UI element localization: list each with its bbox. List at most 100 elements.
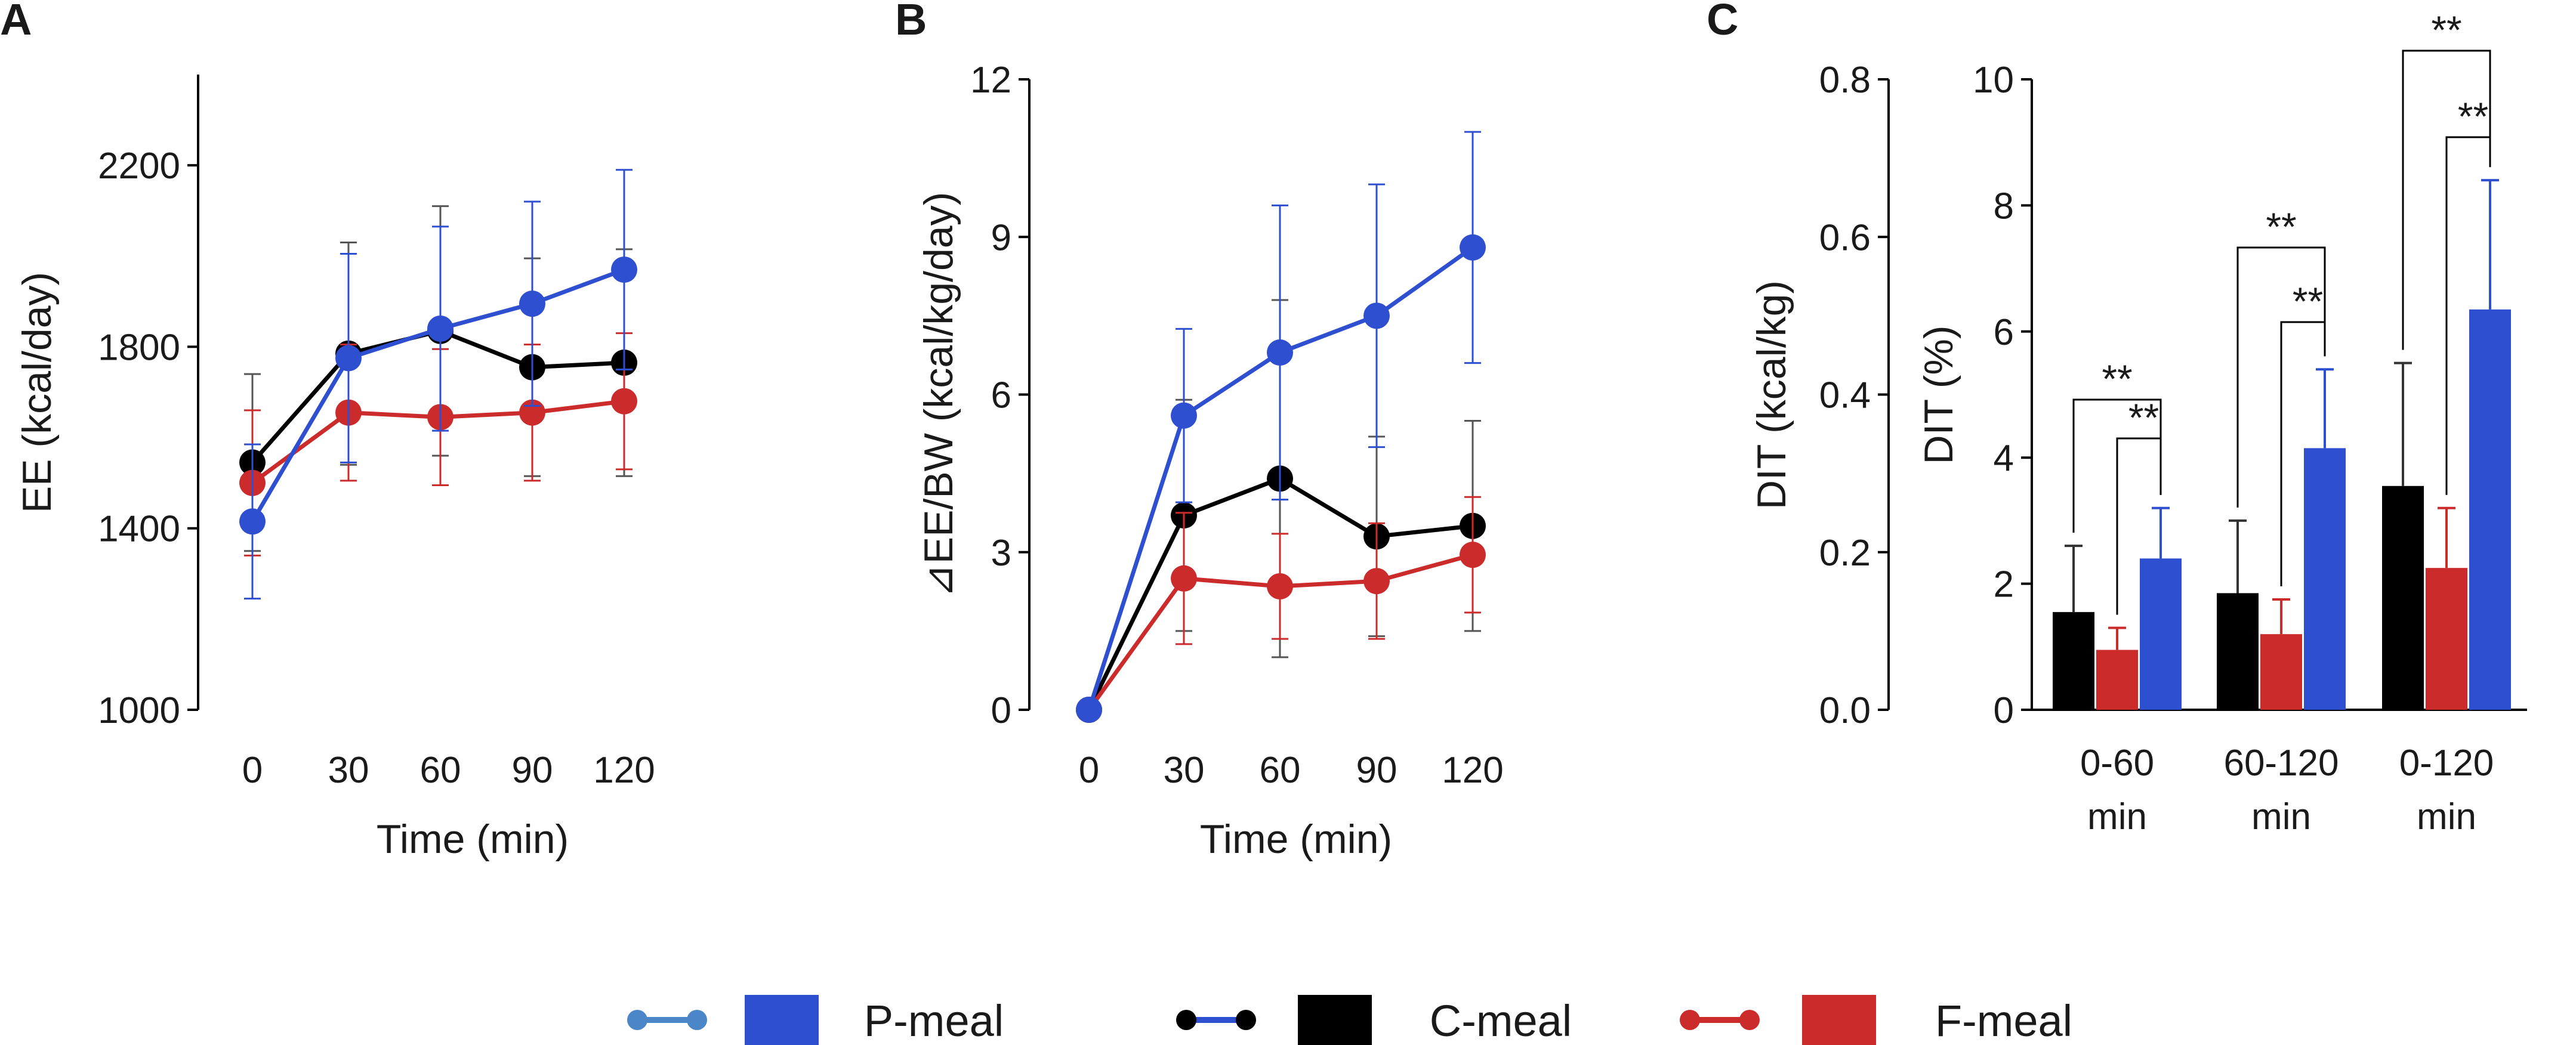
- legend-swatch-p-meal: [745, 995, 819, 1045]
- panel-c-sig-label-3: **: [2293, 279, 2323, 323]
- legend-swatch-c-meal: [1298, 995, 1372, 1045]
- panel-b-y-title: ⊿EE/BW (kcal/kg/day): [916, 192, 961, 598]
- panel-b-p-meal-point-3: [1363, 302, 1390, 329]
- legend-marker-f-meal-left: [1680, 1010, 1700, 1030]
- legend-item-p-meal: P-meal: [627, 995, 1004, 1045]
- panel-c-left-y-title: DIT (kcal/kg): [1749, 280, 1794, 509]
- panel-c-sig-bracket-3: [2280, 321, 2326, 587]
- panel-c-x-tick-label-2: 0-120: [2399, 743, 2494, 784]
- panel-c-sig-bracket-5: [2445, 136, 2491, 495]
- panel-b-f-meal-point-4: [1460, 542, 1486, 568]
- panel-b-y-tick-label-3: 9: [991, 217, 1011, 258]
- panel-c-f-meal-bar-2: [2426, 568, 2467, 710]
- panel-c-left-y-tick-label-4: 0.8: [1819, 60, 1871, 101]
- panel-c-x-tick-unit-1: min: [2251, 796, 2311, 837]
- panel-c-f-meal-bar-0: [2096, 650, 2138, 710]
- panel-c-c-meal-bar-0: [2053, 612, 2094, 710]
- legend-item-f-meal: F-meal: [1680, 995, 2072, 1045]
- legend-marker-p-meal-right: [687, 1010, 707, 1030]
- panel-a-y-tick-label-2: 1800: [98, 327, 180, 368]
- legend-label-f-meal: F-meal: [1935, 996, 2072, 1045]
- panel-c-left-y-tick-label-3: 0.6: [1819, 217, 1871, 258]
- panel-a-p-meal-point-1: [335, 345, 362, 372]
- panel-a-x-tick-label-0: 0: [242, 750, 263, 791]
- panel-c-right-y-tick-label-4: 8: [1994, 185, 2014, 227]
- panel-c-x-tick-unit-2: min: [2417, 796, 2476, 837]
- panel-a-x-title: Time (min): [377, 817, 569, 862]
- panel-a-x-tick-label-1: 30: [328, 750, 369, 791]
- panel-c-plot-area: 0.0 0.2 0.4 0.6 0.8 0 2 4 6 8 10 0-60 min 60-120 min 0-…: [1819, 8, 2511, 837]
- panel-b-x-tick-label-1: 30: [1164, 750, 1205, 791]
- panel-a-x-tick-label-3: 90: [512, 750, 553, 791]
- panel-a-x-tick-label-2: 60: [420, 750, 461, 791]
- panel-c-p-meal-bar-2: [2469, 309, 2511, 710]
- panel-c-p-meal-bar-0: [2140, 558, 2182, 710]
- panel-b-x-tick-label-2: 60: [1260, 750, 1301, 791]
- panel-a-letter: A: [0, 0, 32, 44]
- panel-c-right-y-tick-label-0: 0: [1994, 690, 2014, 731]
- panel-b-p-meal-point-2: [1267, 339, 1293, 366]
- panel-b-x-tick-label-4: 120: [1442, 750, 1503, 791]
- panel-c-sig-label-1: **: [2128, 395, 2159, 440]
- panel-b-x-tick-label-3: 90: [1356, 750, 1397, 791]
- panel-a-y-tick-label-0: 1000: [98, 690, 180, 731]
- panel-c-right-y-tick-label-5: 10: [1973, 60, 2014, 101]
- panel-c-sig-bracket-2: [2236, 246, 2326, 508]
- legend: P-meal C-meal F-meal: [627, 995, 2072, 1045]
- panel-b-p-meal-point-4: [1460, 234, 1486, 261]
- panel-a-plot-area: 1000 1400 1800 2200 0 30 60 90 120: [98, 146, 655, 791]
- panel-a-p-meal-line: [250, 267, 625, 523]
- panel-c-left-y-tick-label-2: 0.4: [1819, 375, 1871, 416]
- panel-a-line-chart: A EE (kcal/day) Time (min) 1000 1400 1800 2…: [0, 0, 655, 862]
- legend-marker-p-meal-left: [627, 1010, 647, 1030]
- panel-c-c-meal-bar-2: [2382, 486, 2424, 710]
- panel-c-right-y-tick-label-3: 6: [1994, 312, 2014, 353]
- panel-b-f-meal-point-2: [1267, 573, 1293, 600]
- panel-a-p-meal-point-2: [427, 316, 454, 342]
- panel-a-y-tick-label-1: 1400: [98, 509, 180, 550]
- panel-b-x-title: Time (min): [1200, 817, 1392, 862]
- panel-c-sig-label-2: **: [2266, 205, 2296, 249]
- panel-b-line-chart: B ⊿EE/BW (kcal/kg/day) Time (min) 0 3 6 9 12…: [895, 0, 1504, 862]
- panel-a-y-title: EE (kcal/day): [14, 272, 60, 513]
- legend-marker-f-meal-right: [1739, 1010, 1760, 1030]
- panel-c-sig-bracket-4: [2402, 50, 2491, 350]
- panel-c-letter: C: [1707, 0, 1738, 44]
- panel-b-p-meal-point-1: [1171, 402, 1197, 429]
- panel-c-sig-label-4: **: [2431, 8, 2461, 52]
- panel-c-bar-chart: C DIT (kcal/kg) DIT (%) 0.0 0.2 0.4 0.6 0.8 0…: [1707, 0, 2527, 837]
- panel-c-x-tick-unit-0: min: [2087, 796, 2147, 837]
- legend-marker-c-meal-right: [1236, 1010, 1256, 1030]
- panel-a-x-tick-label-4: 120: [593, 750, 655, 791]
- panel-a-p-meal-point-0: [239, 508, 266, 535]
- panel-a-p-meal-point-4: [611, 256, 637, 283]
- panel-c-left-y-tick-label-1: 0.2: [1819, 533, 1871, 574]
- panel-b-f-meal-point-3: [1363, 568, 1390, 595]
- legend-swatch-f-meal: [1802, 995, 1876, 1045]
- panel-c-sig-bracket-1: [2116, 437, 2162, 615]
- panel-a-f-meal-point-4: [611, 388, 637, 415]
- panel-b-letter: B: [895, 0, 927, 44]
- panel-c-sig-label-5: **: [2458, 94, 2488, 138]
- panel-b-f-meal-point-1: [1171, 565, 1197, 592]
- panel-c-right-y-title: DIT (%): [1916, 326, 1961, 465]
- panel-c-sig-label-0: **: [2102, 357, 2132, 401]
- legend-marker-c-meal-left: [1176, 1010, 1196, 1030]
- panel-b-y-tick-label-2: 6: [991, 375, 1011, 416]
- panel-c-right-y-tick-label-1: 2: [1994, 564, 2014, 605]
- panel-c-c-meal-bar-1: [2217, 593, 2259, 710]
- panel-b-x-tick-label-0: 0: [1079, 750, 1099, 791]
- panel-c-p-meal-bar-1: [2304, 448, 2346, 710]
- panel-c-f-meal-bar-1: [2260, 634, 2302, 710]
- panel-c-right-y-tick-label-2: 4: [1994, 438, 2014, 479]
- legend-label-c-meal: C-meal: [1430, 996, 1572, 1045]
- panel-c-left-y-tick-label-0: 0.0: [1819, 690, 1871, 731]
- panel-b-y-tick-label-4: 12: [970, 60, 1011, 101]
- panel-a-y-tick-label-3: 2200: [98, 146, 180, 187]
- panel-a-p-meal-point-3: [519, 290, 545, 317]
- legend-label-p-meal: P-meal: [864, 996, 1004, 1045]
- panel-b-p-meal-point-0: [1076, 697, 1102, 723]
- panel-b-y-tick-label-0: 0: [991, 690, 1011, 731]
